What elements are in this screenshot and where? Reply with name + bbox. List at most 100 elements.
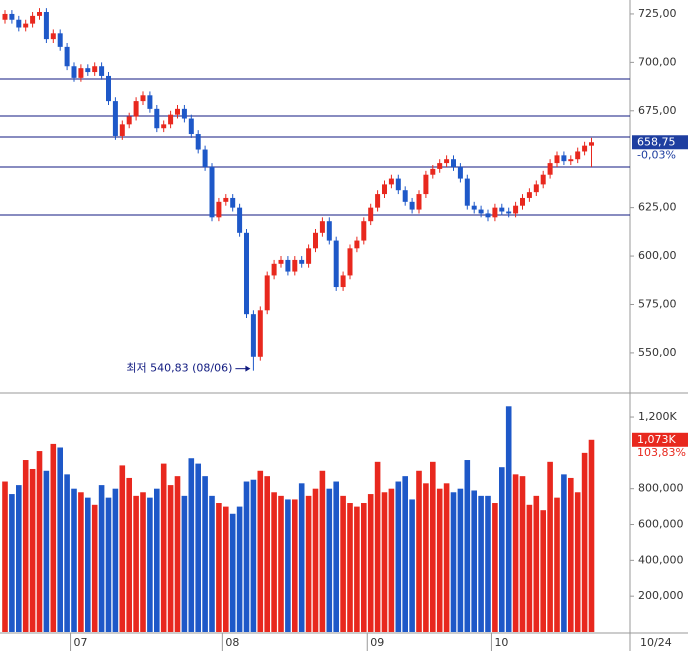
volume-bar <box>533 495 540 632</box>
candle-body <box>313 232 318 249</box>
candle-body <box>402 190 408 202</box>
volume-bar <box>160 463 167 632</box>
candle-body <box>133 101 139 117</box>
volume-bar <box>574 492 581 632</box>
candle-body <box>264 275 270 311</box>
candle-body <box>561 155 567 162</box>
volume-bar <box>154 488 160 632</box>
candle-body <box>271 263 277 276</box>
last-volume-box <box>632 432 688 447</box>
volume-bar <box>450 492 457 632</box>
volume-bar <box>298 483 305 632</box>
volume-bar <box>478 495 484 632</box>
volume-bar <box>471 490 477 632</box>
volume-bar <box>485 495 491 632</box>
volume-bar <box>236 506 243 632</box>
volume-bar <box>229 513 236 632</box>
volume-bar <box>319 470 326 632</box>
volume-bar <box>133 495 139 632</box>
candle-body <box>175 108 180 115</box>
candle-body <box>457 166 463 179</box>
volume-bar <box>223 506 229 632</box>
volume-bar <box>526 504 533 632</box>
volume-bar <box>554 497 560 632</box>
volume-bar <box>326 488 333 632</box>
volume-bar <box>271 492 277 632</box>
y-tick-label: 725,00 <box>638 7 677 20</box>
candle-body <box>202 149 208 167</box>
candle-body <box>388 178 394 185</box>
volume-bar <box>85 497 91 632</box>
candle-body <box>547 163 553 175</box>
candle-body <box>492 207 498 218</box>
volume-bar <box>29 468 36 632</box>
candle-body <box>354 240 360 249</box>
candle-body <box>30 15 36 24</box>
candle-body <box>230 197 236 208</box>
volume-bar <box>519 476 526 632</box>
candle-body <box>16 19 22 28</box>
volume-bar <box>147 497 153 632</box>
candle-body <box>106 75 111 102</box>
candle-body <box>568 159 574 162</box>
y-tick-label: 625,00 <box>638 201 677 214</box>
volume-bar <box>457 488 464 632</box>
candle-body <box>126 116 132 125</box>
candle-body <box>78 68 84 78</box>
candle-body <box>382 184 387 195</box>
candle-body <box>471 205 477 210</box>
candle-body <box>250 314 256 357</box>
candle-body <box>57 33 63 47</box>
volume-bar <box>347 503 353 632</box>
volume-bar <box>112 488 119 632</box>
candle-body <box>147 95 153 109</box>
candle-body <box>499 207 505 212</box>
candle-body <box>257 310 263 357</box>
volume-bar <box>126 477 132 632</box>
y-tick-label: 600,00 <box>638 249 677 262</box>
volume-bar <box>22 460 29 632</box>
x-tick-label: 08 <box>225 636 239 649</box>
candle-body <box>368 207 374 222</box>
candle-body <box>478 209 484 214</box>
candle-body <box>347 248 353 276</box>
volume-bar <box>2 481 8 632</box>
volume-bar <box>257 470 264 632</box>
volume-bar <box>250 479 257 632</box>
candle-body <box>554 155 560 164</box>
candle-body <box>292 259 298 272</box>
volume-bar <box>388 488 395 632</box>
volume-bar <box>36 451 43 632</box>
volume-bar <box>443 483 450 632</box>
volume-bar <box>278 495 284 632</box>
volume-bar <box>499 467 505 632</box>
volume-bar <box>195 463 201 632</box>
y-tick-label: 700,00 <box>638 55 677 68</box>
volume-bar <box>512 474 519 632</box>
volume-ratio-label: 103,83% <box>637 446 686 459</box>
candle-body <box>223 197 229 202</box>
volume-bar <box>361 503 367 632</box>
volume-bar <box>98 485 105 632</box>
volume-bar <box>105 497 112 632</box>
volume-bar <box>167 485 174 632</box>
candle-body <box>395 178 401 191</box>
candle-body <box>2 13 8 20</box>
volume-bar <box>581 452 588 632</box>
volume-bar <box>243 481 250 632</box>
volume-bar <box>209 495 215 632</box>
volume-bar <box>409 499 415 632</box>
volume-bar <box>9 494 15 632</box>
volume-bar <box>78 492 84 632</box>
candle-body <box>209 166 215 218</box>
candle-body <box>444 159 450 164</box>
y-tick-label: 600,000 <box>638 518 684 531</box>
candle-body <box>244 232 249 315</box>
x-tick-label: 09 <box>370 636 384 649</box>
volume-bar <box>188 458 195 632</box>
candle-body <box>540 174 546 185</box>
candle-body <box>161 124 167 129</box>
volume-bar <box>119 465 126 632</box>
candle-body <box>119 124 125 136</box>
volume-bar <box>374 461 381 632</box>
